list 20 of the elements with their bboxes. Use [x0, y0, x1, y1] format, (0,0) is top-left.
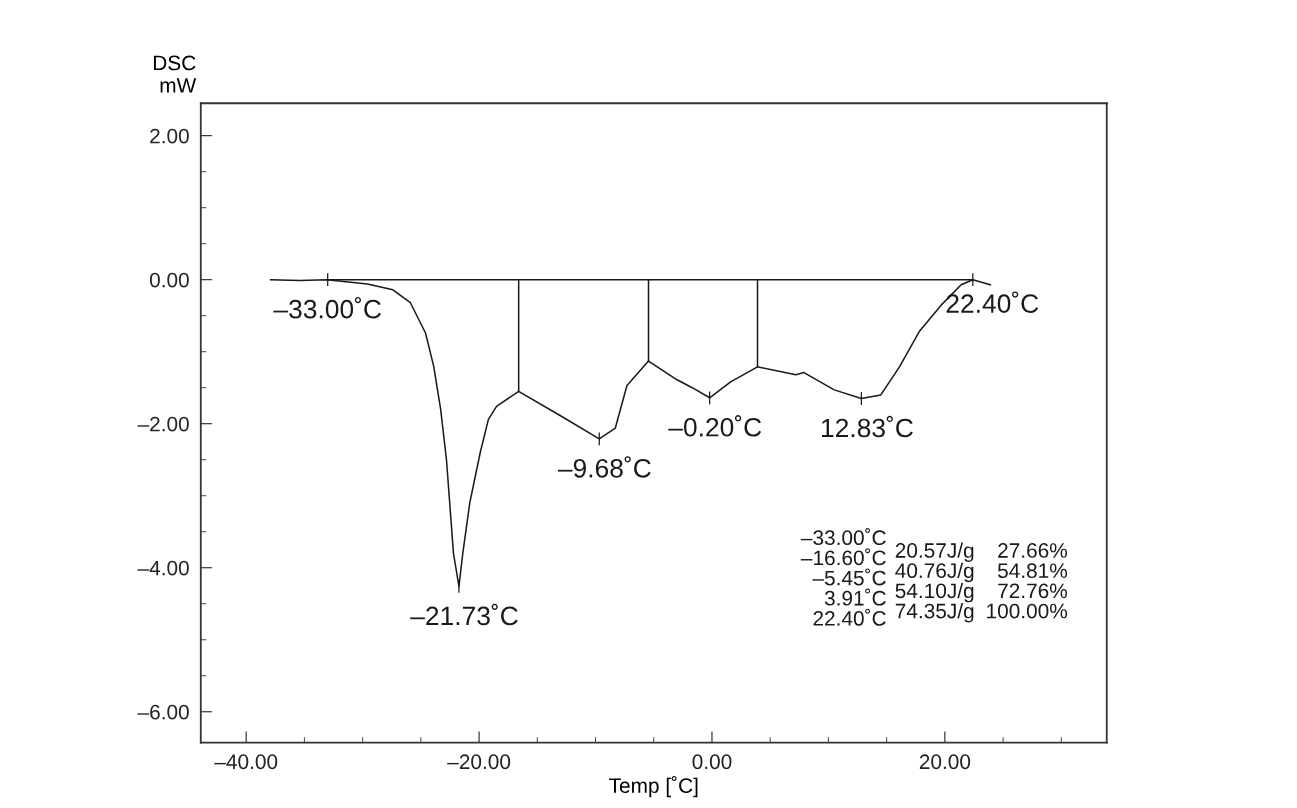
annotation: –9.68˚C [557, 456, 651, 478]
annotation: 22.40˚C [946, 291, 1039, 313]
y-tick-label: –2.00 [137, 416, 189, 432]
x-tick-label: –20.00 [447, 754, 511, 770]
y-axis-title: DSC mW [153, 55, 197, 93]
annotation: –0.20˚C [668, 415, 762, 437]
annotation: 27.66% 54.81% 72.76% 100.00% [987, 543, 1068, 619]
annotation: 12.83˚C [822, 415, 913, 438]
x-tick-label: 0.00 [692, 754, 732, 770]
y-tick-label: 2.00 [150, 128, 189, 144]
annotation: 20.57J/g 40.76J/g 54.10J/g 74.35J/g [895, 542, 974, 623]
y-tick-label: –4.00 [137, 560, 189, 576]
annotation: –33.00˚C [273, 296, 381, 319]
x-axis-title: Temp [˚C] [609, 776, 698, 798]
y-tick-label: 0.00 [149, 272, 189, 288]
x-tick-label: 20.00 [919, 754, 971, 770]
annotation: –21.73˚C [410, 603, 518, 626]
annotation: –33.00˚C –16.60˚C –5.45˚C 3.91˚C 22.40˚C [800, 528, 886, 626]
y-tick-label: –6.00 [137, 704, 189, 720]
x-tick-label: –40.00 [214, 754, 278, 770]
